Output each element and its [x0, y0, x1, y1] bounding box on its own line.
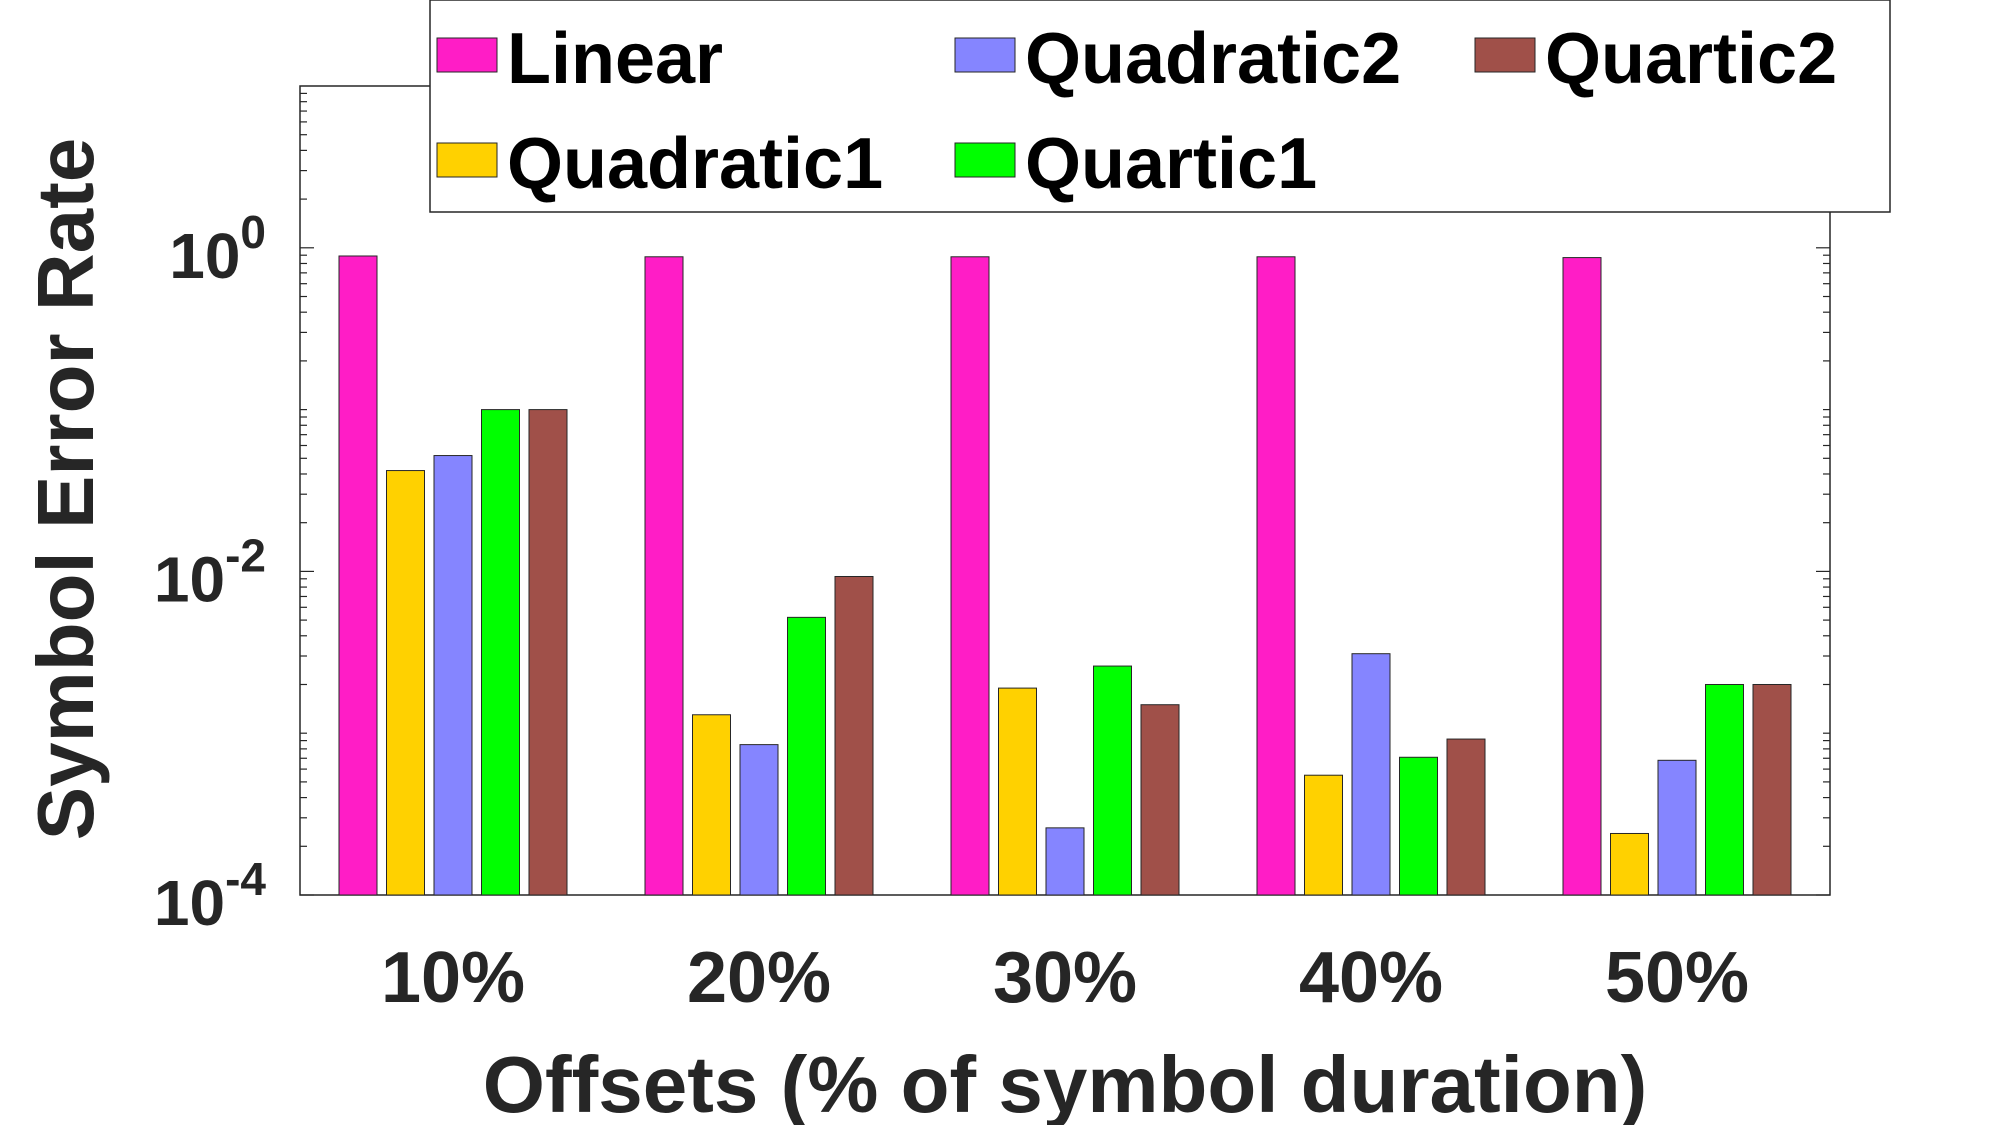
legend-swatch-linear — [436, 37, 498, 73]
x-tick-label: 20% — [687, 938, 831, 1018]
legend-label-quadratic2: Quadratic2 — [1025, 19, 1401, 99]
bar-quadratic2-1 — [739, 744, 779, 896]
bar-linear-4 — [1562, 257, 1602, 896]
legend-label-quartic1: Quartic1 — [1025, 124, 1317, 204]
legend-label-quartic2: Quartic2 — [1545, 19, 1837, 99]
bar-quartic1-1 — [787, 616, 826, 896]
y-tick-label: 10-2 — [154, 529, 266, 615]
legend-label-linear: Linear — [507, 19, 723, 99]
bar-quadratic2-3 — [1351, 653, 1391, 896]
x-tick-label: 30% — [993, 938, 1137, 1018]
legend: Linear Quadratic1 Quadratic2 Quartic1 Quarti… — [429, 0, 1891, 213]
bar-quadratic2-4 — [1657, 759, 1697, 896]
x-tick-label: 40% — [1299, 938, 1443, 1018]
x-axis-title: Offsets (% of symbol duration) — [483, 1040, 1648, 1125]
bar-quartic2-0 — [528, 409, 568, 896]
bar-quadratic1-4 — [1610, 832, 1649, 896]
legend-box — [429, 0, 1891, 213]
bar-linear-0 — [338, 255, 378, 896]
bar-quartic2-2 — [1140, 704, 1180, 896]
legend-swatch-quartic1 — [954, 142, 1016, 178]
bar-quartic1-0 — [481, 409, 520, 896]
bar-quartic1-2 — [1093, 665, 1132, 896]
bar-quadratic1-0 — [386, 470, 425, 896]
bar-linear-1 — [644, 256, 684, 896]
bar-quartic2-3 — [1446, 738, 1486, 896]
x-tick-label: 50% — [1605, 938, 1749, 1018]
legend-label-quadratic1: Quadratic1 — [507, 124, 883, 204]
bar-quartic2-1 — [834, 575, 874, 896]
y-axis-title: Symbol Error Rate — [21, 138, 110, 840]
legend-swatch-quartic2 — [1474, 37, 1536, 73]
bar-quartic2-4 — [1752, 683, 1792, 896]
bar-quadratic1-1 — [692, 714, 731, 896]
bar-quadratic1-3 — [1304, 774, 1343, 896]
bar-quadratic1-2 — [998, 687, 1037, 896]
bars — [338, 255, 1792, 896]
y-tick-label: 100 — [169, 206, 266, 292]
legend-swatch-quadratic2 — [954, 37, 1016, 73]
bar-quartic1-4 — [1705, 683, 1744, 896]
bar-linear-3 — [1256, 256, 1296, 896]
bar-quartic1-3 — [1399, 756, 1438, 896]
x-tick-label: 10% — [381, 938, 525, 1018]
x-tick-labels: 10% 20% 30% 40% 50% — [381, 938, 1749, 1018]
bar-linear-2 — [950, 256, 990, 896]
bar-quadratic2-2 — [1045, 827, 1085, 896]
y-tick-label: 10-4 — [154, 853, 267, 939]
y-tick-labels: 10-4 10-2 100 — [154, 206, 267, 939]
bar-quadratic2-0 — [433, 455, 473, 896]
legend-swatch-quadratic1 — [436, 142, 498, 178]
